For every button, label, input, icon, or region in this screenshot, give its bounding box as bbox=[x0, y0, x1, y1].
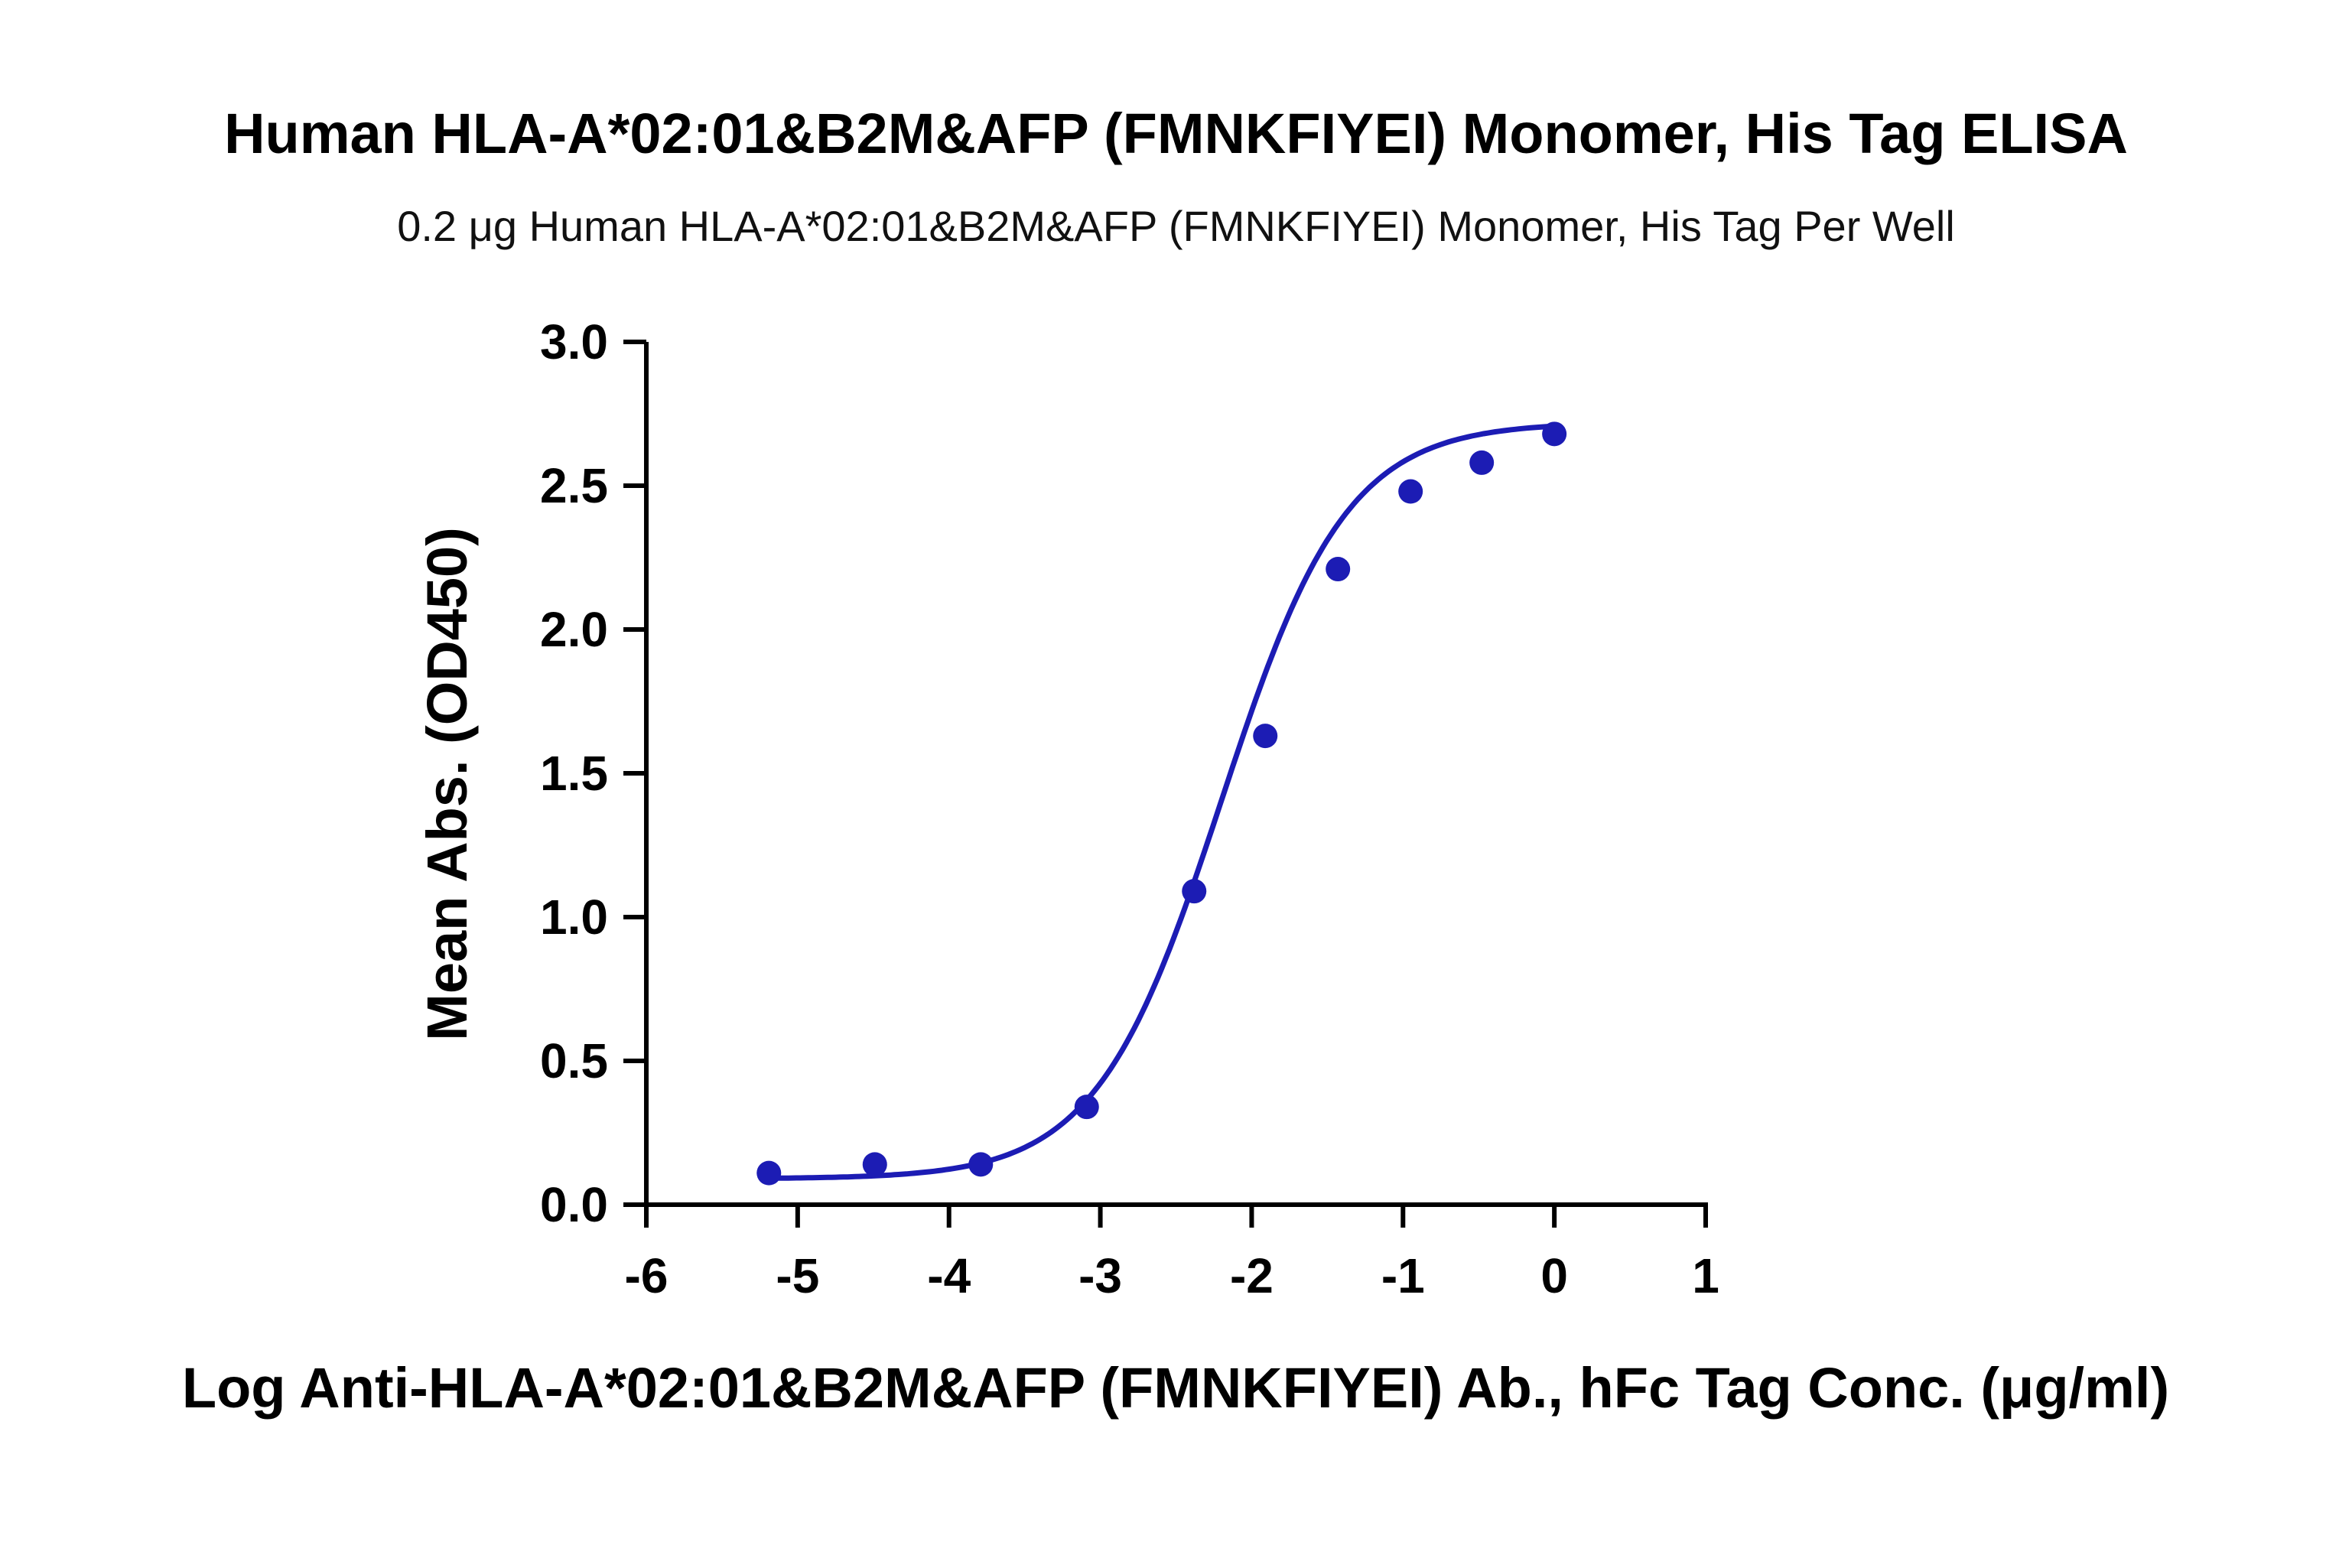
x-tick-label: -3 bbox=[1078, 1248, 1122, 1303]
y-tick-label: 0.0 bbox=[540, 1177, 608, 1232]
data-point bbox=[1074, 1095, 1099, 1120]
x-tick-label: 1 bbox=[1692, 1248, 1719, 1303]
data-point bbox=[968, 1152, 994, 1177]
x-tick-label: -4 bbox=[927, 1248, 971, 1303]
chart-title: Human HLA-A*02:01&B2M&AFP (FMNKFIYEI) Mo… bbox=[224, 102, 2128, 165]
y-tick-label: 1.0 bbox=[540, 890, 608, 945]
y-tick-label: 3.0 bbox=[540, 314, 608, 369]
data-point bbox=[1182, 879, 1207, 904]
data-point bbox=[1326, 557, 1351, 582]
chart-subtitle: 0.2 μg Human HLA-A*02:01&B2M&AFP (FMNKFI… bbox=[397, 202, 1955, 250]
x-tick-label: -2 bbox=[1230, 1248, 1274, 1303]
axes bbox=[644, 342, 1708, 1207]
x-tick-label: -6 bbox=[625, 1248, 669, 1303]
data-point bbox=[1542, 421, 1567, 447]
data-points bbox=[756, 421, 1567, 1186]
y-axis-label: Mean Abs. (OD450) bbox=[415, 527, 479, 1041]
data-point bbox=[1469, 450, 1495, 475]
fit-curve bbox=[769, 423, 1555, 1181]
ticks: 0.0 0.5 1.0 1.5 2.0 2.5 3.0 -6 -5 -4 -3 -2 -1 0 1 bbox=[540, 314, 1719, 1303]
x-tick-label: -5 bbox=[776, 1248, 819, 1303]
data-point bbox=[1253, 724, 1278, 749]
y-tick-label: 1.5 bbox=[540, 746, 608, 801]
x-axis-label: Log Anti-HLA-A*02:01&B2M&AFP (FMNKFIYEI)… bbox=[182, 1356, 2169, 1420]
data-point bbox=[756, 1160, 782, 1186]
data-point bbox=[862, 1152, 887, 1177]
x-tick-label: -1 bbox=[1381, 1248, 1425, 1303]
y-tick-label: 0.5 bbox=[540, 1033, 608, 1088]
data-point bbox=[1398, 479, 1423, 504]
y-tick-label: 2.5 bbox=[540, 458, 608, 513]
x-tick-label: 0 bbox=[1540, 1248, 1568, 1303]
y-tick-label: 2.0 bbox=[540, 602, 608, 657]
